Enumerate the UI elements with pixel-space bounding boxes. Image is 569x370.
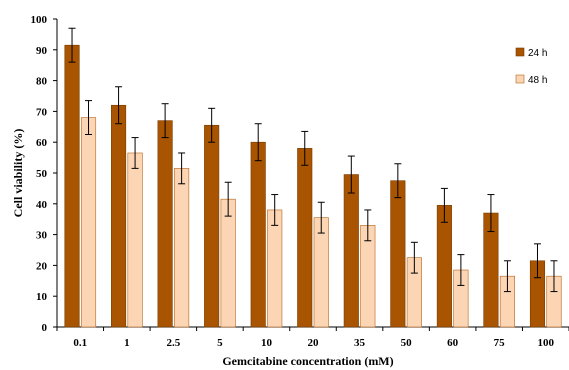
bar-48h-20 (313, 217, 329, 328)
y-axis-ticks: 0 10 20 30 40 50 60 70 80 90 100 (31, 14, 57, 334)
x-tick-label: 1 (124, 337, 130, 349)
x-tick-label: 5 (217, 337, 223, 349)
y-tick-label: 90 (36, 45, 48, 57)
x-tick-label: 10 (261, 337, 273, 349)
y-tick-label: 100 (31, 14, 48, 26)
x-tick-label: 20 (308, 337, 320, 349)
legend-swatch (515, 47, 525, 57)
y-tick-label: 70 (36, 106, 48, 118)
bar-24h-5 (204, 124, 220, 328)
bar-48h-2.5 (174, 168, 190, 328)
legend-label: 24 h (528, 48, 547, 59)
bar-48h-5 (220, 198, 236, 328)
bar-series (64, 44, 562, 328)
bar-48h-1 (127, 152, 143, 328)
legend-label: 48 h (528, 75, 547, 86)
x-tick-label: 0.1 (73, 337, 87, 349)
y-axis-title: Cell viability (%) (11, 129, 25, 218)
y-tick-label: 30 (36, 230, 48, 242)
x-tick-label: 2.5 (166, 337, 180, 349)
y-tick-label: 60 (36, 137, 48, 149)
x-tick-label: 35 (354, 337, 366, 349)
x-axis-ticks: 0.1 1 2.5 5 10 20 35 50 60 75 100 (56, 327, 569, 349)
bar-24h-35 (343, 174, 359, 328)
bar-24h-0.1 (64, 44, 80, 328)
x-tick-label: 75 (494, 337, 506, 349)
x-tick-label: 100 (537, 337, 554, 349)
y-tick-label: 80 (36, 76, 48, 88)
bar-24h-2.5 (157, 120, 173, 328)
bar-48h-0.1 (80, 117, 97, 328)
legend: 24 h 48 h (515, 47, 547, 86)
bar-24h-20 (297, 148, 313, 328)
x-axis-title: Gemcitabine concentration (mM) (222, 354, 393, 368)
y-tick-label: 40 (36, 199, 48, 211)
bar-24h-10 (250, 141, 266, 328)
y-tick-label: 0 (42, 322, 48, 334)
x-tick-label: 60 (447, 337, 459, 349)
y-tick-label: 10 (36, 291, 48, 303)
y-tick-label: 20 (36, 260, 48, 272)
y-tick-label: 50 (36, 168, 48, 180)
bar-24h-1 (111, 104, 127, 328)
legend-swatch (515, 74, 525, 84)
error-bars (68, 27, 558, 293)
bar-24h-60 (436, 205, 452, 328)
x-tick-label: 50 (401, 337, 413, 349)
bar-24h-50 (390, 180, 406, 328)
bar-48h-10 (267, 209, 283, 328)
